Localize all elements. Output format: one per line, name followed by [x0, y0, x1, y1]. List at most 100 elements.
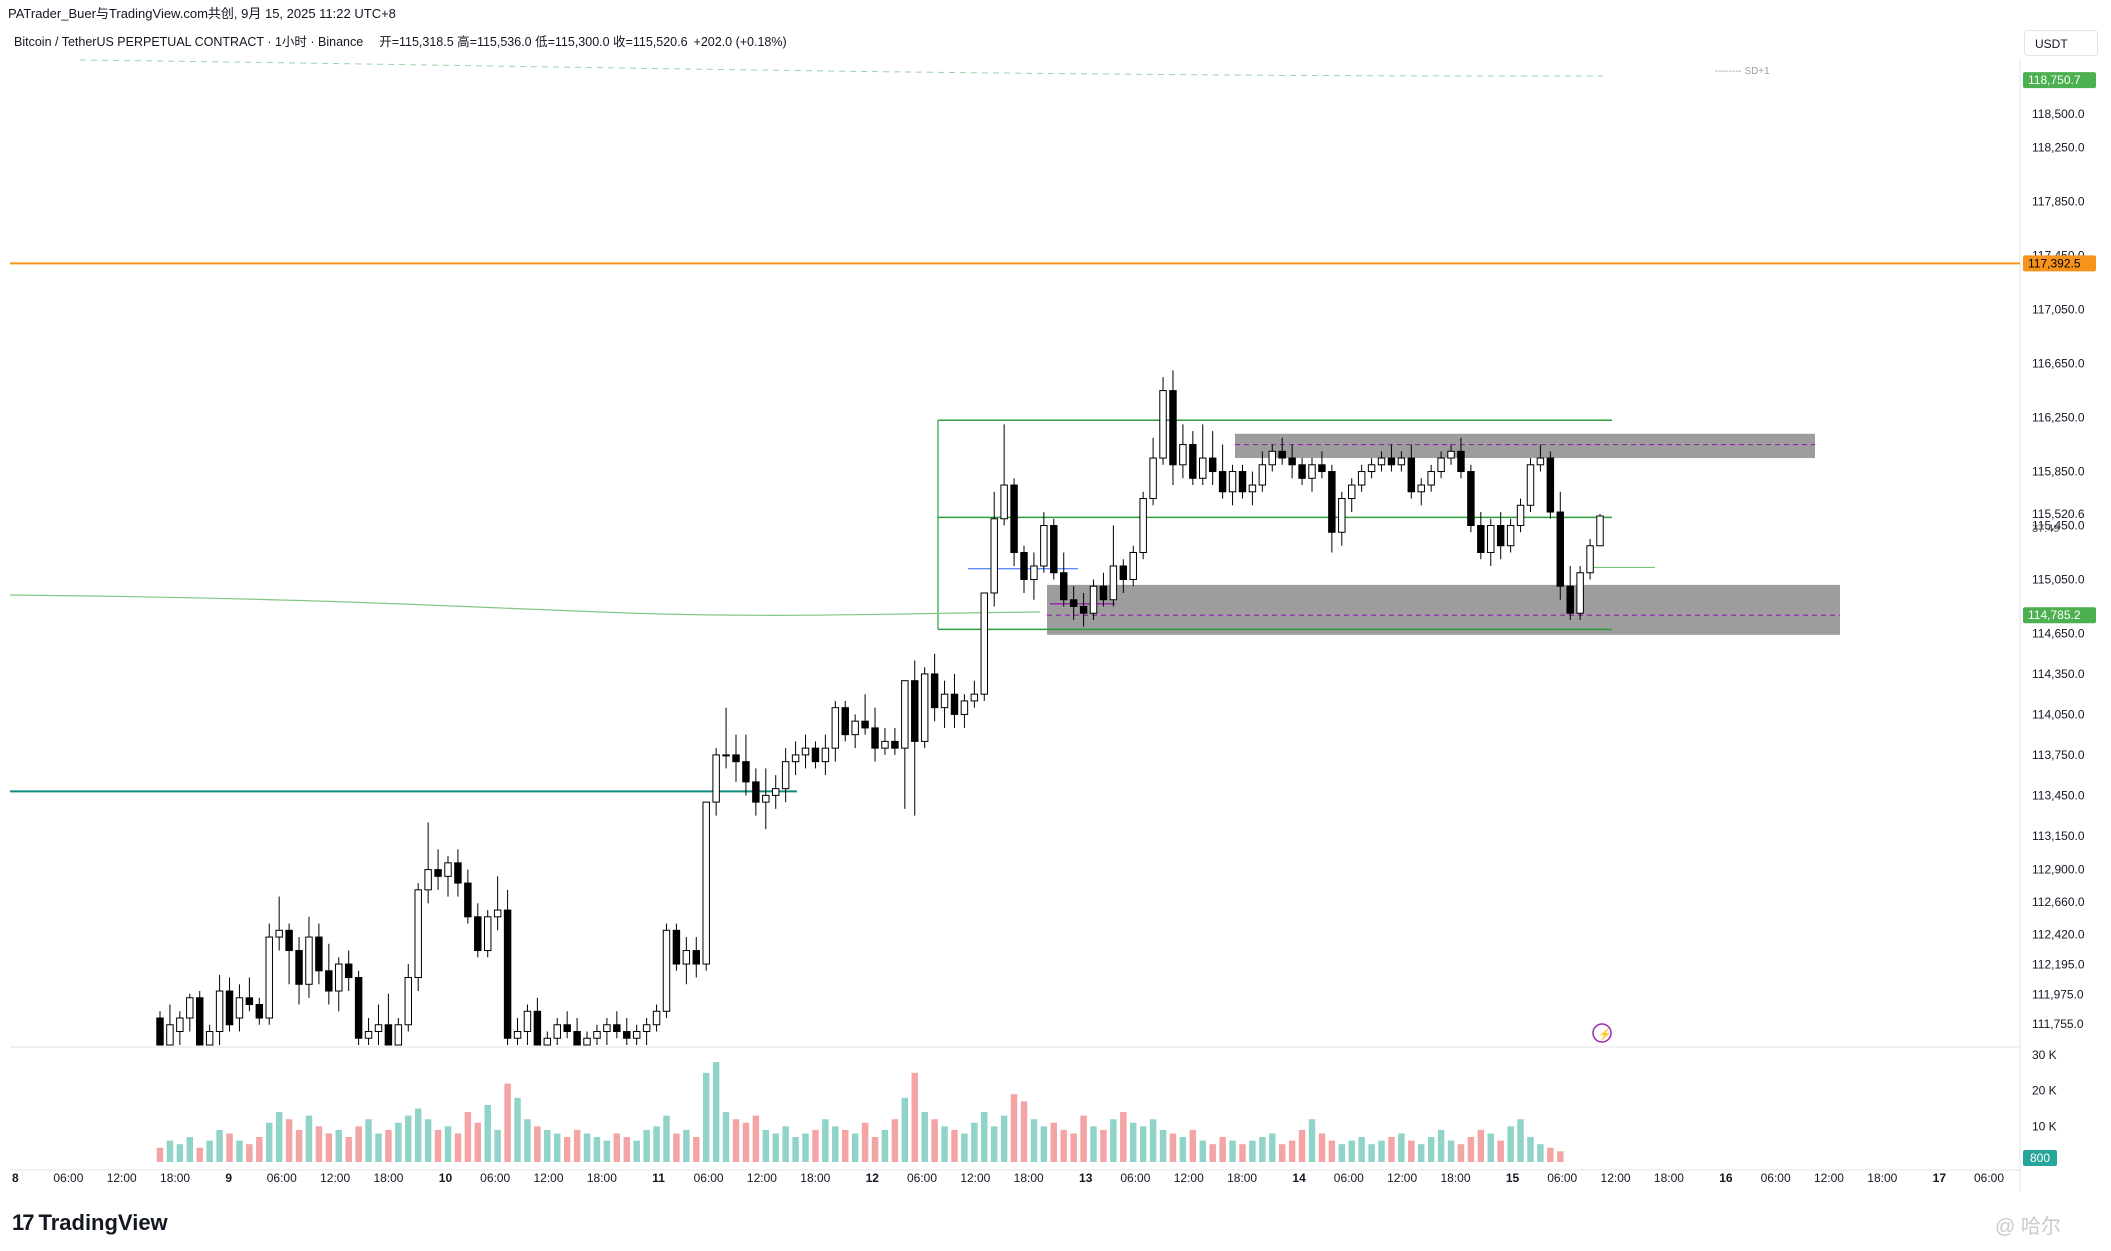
candle [1427, 464, 1435, 492]
volume-bar [1537, 1144, 1544, 1162]
volume-bar [1000, 1115, 1008, 1162]
candle-body [1228, 471, 1237, 493]
volume-bar [1040, 1126, 1048, 1162]
candle-body [1347, 484, 1356, 500]
tradingview-logo[interactable]: 17 TradingView [12, 1208, 168, 1238]
candle-body [920, 673, 929, 742]
volume-bar [464, 1112, 472, 1162]
candle-body [851, 720, 859, 736]
candle-body [1556, 511, 1565, 587]
volume-bar [1149, 1119, 1157, 1162]
candle-body [1238, 471, 1247, 493]
candle-body [1278, 450, 1286, 459]
candle [533, 997, 542, 1046]
candle [305, 916, 313, 998]
candle-body [1179, 444, 1187, 466]
candle [1526, 458, 1535, 513]
candle-body [414, 889, 422, 979]
volume-bar [1030, 1119, 1038, 1162]
time-tick-label: 12:00 [1601, 1171, 1631, 1185]
volume-bar [295, 1129, 303, 1162]
candle [950, 673, 959, 728]
volume-bar [524, 1119, 531, 1162]
candle [513, 1018, 522, 1045]
candle-body [1417, 484, 1425, 493]
volume-bar [623, 1137, 630, 1162]
volume-bar [1209, 1144, 1216, 1162]
candle [1407, 444, 1416, 499]
volume-bar [1169, 1133, 1177, 1162]
volume-bar [951, 1129, 958, 1162]
candle-body [791, 754, 800, 763]
price-tick-label: 111,975.0 [2032, 987, 2084, 1001]
volume-bar [1477, 1129, 1485, 1162]
candle-body [1119, 565, 1128, 580]
lightning-icon[interactable]: ⚡ [1592, 1023, 1612, 1043]
candle-body [662, 929, 671, 1012]
candle-body [1496, 525, 1505, 547]
volume-bar [762, 1129, 770, 1162]
candle-body [940, 693, 949, 709]
candle [1059, 552, 1068, 607]
volume-bar [236, 1140, 243, 1162]
candle-body [483, 916, 492, 952]
price-tick-label: 114,350.0 [2032, 667, 2085, 681]
volume-bar [365, 1119, 372, 1162]
candle-body [1099, 585, 1108, 601]
candle-body [911, 680, 919, 742]
candle [1397, 451, 1406, 472]
volume-bar [871, 1137, 879, 1162]
time-tick-label: 12 [866, 1171, 880, 1185]
price-change: +202.0 (+0.18%) [693, 35, 787, 49]
candle-body [265, 936, 273, 1019]
candle [1089, 579, 1098, 620]
candle [156, 1011, 164, 1046]
candle [762, 768, 770, 830]
candle [603, 1018, 611, 1045]
candle-body [702, 801, 710, 965]
candle-body [960, 700, 969, 715]
candle-body [1526, 464, 1535, 506]
candle [1496, 512, 1505, 560]
candle-body [781, 761, 790, 790]
volume-bar [792, 1137, 799, 1162]
upper-supply-zone [1235, 433, 1815, 459]
volume-bar [166, 1140, 174, 1162]
candle [613, 1011, 621, 1039]
candle [325, 943, 333, 1005]
candle-body [394, 1024, 403, 1046]
candle [1308, 458, 1316, 492]
candle-body [285, 929, 293, 952]
candle-body [1477, 525, 1485, 553]
candle-body [1129, 552, 1137, 580]
candle-body [553, 1024, 561, 1039]
candle [464, 869, 472, 924]
candle-body [1328, 471, 1336, 533]
volume-bar [375, 1133, 382, 1162]
candle [1347, 478, 1356, 513]
candle-body [1000, 484, 1008, 520]
candle-body [325, 970, 333, 992]
volume-bar [911, 1072, 918, 1162]
candle [424, 822, 432, 904]
price-tick-label: 117,050.0 [2032, 303, 2085, 317]
symbol-name[interactable]: Bitcoin / TetherUS PERPETUAL CONTRACT · … [14, 35, 364, 49]
currency-button[interactable]: USDT [2024, 30, 2098, 56]
volume-bar [961, 1133, 968, 1162]
time-tick-label: 9 [225, 1171, 232, 1185]
candle [176, 1011, 184, 1045]
candle [871, 707, 879, 762]
volume-bar [186, 1137, 194, 1162]
candle [1040, 512, 1048, 573]
volume-bar [266, 1122, 273, 1162]
candle-body [712, 754, 720, 803]
candle-body [762, 794, 770, 803]
candle [742, 734, 750, 796]
candle-body [1199, 457, 1207, 479]
volume-bar [603, 1140, 611, 1162]
time-tick-label: 12:00 [960, 1171, 990, 1185]
candle-body [235, 997, 244, 1019]
volume-bar [742, 1122, 750, 1162]
price-tick-label: 115,850.0 [2032, 465, 2085, 479]
